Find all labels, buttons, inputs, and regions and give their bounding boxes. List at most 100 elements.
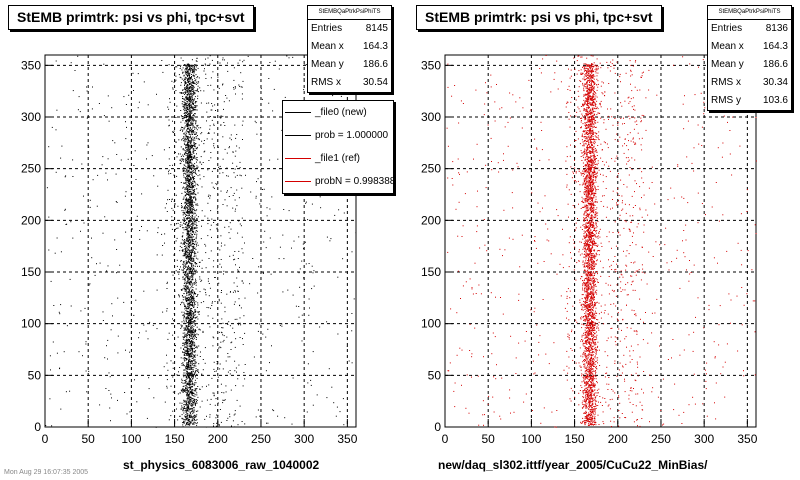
data-point	[186, 392, 188, 394]
data-point	[241, 236, 243, 238]
data-point	[184, 141, 186, 143]
data-point	[189, 261, 191, 263]
data-point	[210, 210, 212, 212]
data-point	[190, 154, 192, 156]
data-point	[184, 159, 186, 161]
data-point	[190, 319, 192, 320]
data-point	[193, 119, 195, 120]
data-point	[186, 372, 188, 374]
data-point	[182, 386, 184, 388]
data-point	[193, 192, 195, 194]
data-point	[191, 168, 193, 170]
data-point	[182, 272, 184, 274]
data-point	[188, 175, 189, 177]
data-point	[189, 382, 191, 384]
data-point	[192, 343, 194, 345]
data-point	[596, 382, 598, 384]
data-point	[590, 155, 592, 157]
data-point	[593, 298, 594, 300]
data-point	[191, 231, 193, 233]
data-point	[592, 390, 594, 392]
data-point	[191, 103, 193, 105]
data-point	[192, 183, 193, 185]
data-point	[190, 312, 192, 314]
data-point	[186, 417, 188, 419]
data-point	[583, 352, 584, 354]
data-point	[174, 203, 176, 204]
data-point	[178, 74, 180, 76]
data-point	[175, 141, 177, 143]
data-point	[170, 385, 172, 387]
data-point	[189, 212, 191, 214]
data-point	[216, 184, 218, 186]
data-point	[193, 232, 195, 234]
data-point	[235, 367, 237, 369]
data-point	[186, 343, 188, 344]
data-point	[82, 355, 83, 357]
data-point	[584, 242, 586, 243]
data-point	[188, 267, 190, 269]
data-point	[186, 226, 187, 228]
data-point	[242, 252, 244, 254]
data-point	[192, 314, 194, 316]
data-point	[107, 339, 109, 341]
data-point	[181, 378, 183, 380]
data-point	[182, 60, 184, 62]
data-point	[189, 129, 191, 131]
data-point	[184, 248, 186, 250]
data-point	[181, 405, 183, 407]
data-point	[182, 158, 184, 160]
data-point	[215, 110, 216, 111]
data-point	[186, 225, 188, 227]
data-point	[197, 251, 199, 253]
data-point	[239, 322, 241, 324]
data-point	[191, 223, 193, 225]
data-point	[213, 368, 215, 370]
data-point	[182, 168, 183, 170]
data-point	[189, 205, 190, 207]
data-point	[190, 198, 192, 200]
data-point	[111, 397, 112, 399]
data-point	[194, 75, 196, 77]
data-point	[186, 105, 188, 107]
data-point	[185, 106, 187, 108]
data-point	[194, 320, 195, 321]
data-point	[128, 94, 130, 96]
data-point	[182, 96, 184, 98]
data-point	[188, 404, 190, 406]
data-point	[188, 415, 190, 417]
data-point	[186, 269, 187, 271]
data-point	[65, 175, 67, 177]
data-point	[193, 103, 194, 105]
data-point	[187, 230, 189, 231]
data-point	[186, 96, 188, 98]
data-point	[177, 393, 179, 395]
data-point	[187, 149, 189, 151]
data-point	[177, 419, 179, 421]
data-point	[182, 422, 184, 424]
data-point	[195, 214, 197, 216]
data-point	[187, 371, 188, 373]
data-point	[189, 124, 191, 126]
data-point	[283, 209, 285, 210]
data-point	[190, 98, 192, 100]
data-point	[185, 78, 186, 80]
data-point	[193, 271, 195, 273]
data-point	[188, 395, 190, 397]
data-point	[228, 147, 230, 149]
data-point	[186, 362, 188, 364]
data-point	[195, 147, 197, 149]
data-point	[174, 80, 176, 82]
data-point	[182, 276, 184, 278]
data-point	[181, 239, 183, 241]
data-point	[195, 159, 197, 161]
data-point	[189, 76, 190, 78]
data-point	[188, 243, 189, 245]
data-point	[585, 166, 587, 168]
data-point	[192, 344, 194, 346]
data-point	[190, 141, 192, 143]
data-point	[178, 273, 180, 275]
data-point	[198, 221, 200, 222]
data-point	[589, 139, 591, 141]
data-point	[109, 376, 111, 378]
